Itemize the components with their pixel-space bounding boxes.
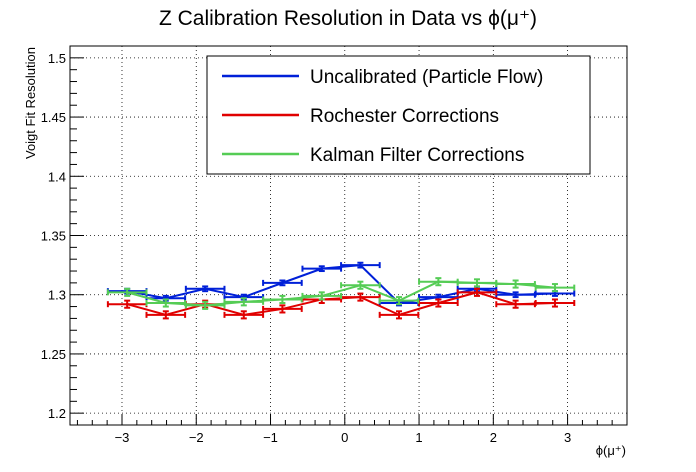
- y-tick-label: 1.4: [48, 169, 66, 184]
- x-axis-label: ϕ(μ⁺): [596, 443, 626, 458]
- data-point: [436, 301, 440, 305]
- x-tick-label: 2: [490, 430, 497, 445]
- series-1: [106, 261, 576, 307]
- data-point: [280, 281, 284, 285]
- legend: Uncalibrated (Particle Flow) Rochester Co…: [206, 55, 591, 175]
- y-tick-label: 1.3: [48, 288, 66, 303]
- x-tick-label: 1: [415, 430, 422, 445]
- data-point: [397, 313, 401, 317]
- data-point: [203, 303, 207, 307]
- data-point: [514, 302, 518, 306]
- data-point: [125, 290, 129, 294]
- axes: −3 −2 −1 0 1 2 3 1.2 1.25 1.3 1.35 1.4 1.45 1.5: [41, 45, 628, 445]
- x-tick-label: −1: [263, 430, 278, 445]
- y-tick-label: 1.45: [41, 110, 66, 125]
- data-point: [436, 280, 440, 284]
- data-point: [397, 299, 401, 303]
- series-3: [106, 277, 576, 310]
- y-axis-label: Voigt Fit Resolution: [23, 47, 38, 159]
- data-point: [514, 293, 518, 297]
- data-point: [358, 295, 362, 299]
- y-tick-label: 1.35: [41, 229, 66, 244]
- data-point: [553, 292, 557, 296]
- data-point: [242, 313, 246, 317]
- data-point: [164, 301, 168, 305]
- x-tick-label: 3: [564, 430, 571, 445]
- data-point: [320, 267, 324, 271]
- legend-entry-label: Rochester Corrections: [310, 106, 499, 127]
- data-point: [358, 263, 362, 267]
- legend-entry-label: Kalman Filter Corrections: [310, 145, 524, 166]
- data-point: [242, 300, 246, 304]
- data-point: [125, 302, 129, 306]
- data-point: [280, 307, 284, 311]
- chart-title: Z Calibration Resolution in Data vs ϕ(μ⁺…: [159, 7, 537, 30]
- data-point: [475, 290, 479, 294]
- data-point: [553, 286, 557, 290]
- data-point: [203, 287, 207, 291]
- y-tick-label: 1.5: [48, 51, 66, 66]
- series-group: [106, 261, 576, 320]
- y-tick-label: 1.25: [41, 347, 66, 362]
- x-tick-label: −2: [189, 430, 204, 445]
- data-point: [280, 297, 284, 301]
- x-tick-label: −3: [115, 430, 130, 445]
- data-point: [514, 282, 518, 286]
- data-point: [475, 281, 479, 285]
- x-tick-label: 0: [341, 430, 348, 445]
- data-point: [164, 313, 168, 317]
- data-point: [358, 283, 362, 287]
- data-point: [320, 294, 324, 298]
- data-point: [553, 301, 557, 305]
- y-tick-label: 1.2: [48, 406, 66, 421]
- data-point: [436, 295, 440, 299]
- legend-entry-label: Uncalibrated (Particle Flow): [310, 67, 543, 88]
